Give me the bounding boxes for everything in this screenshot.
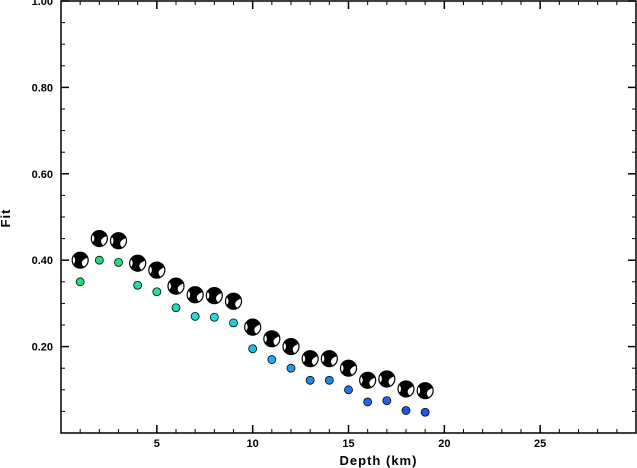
mechanism-beachball — [416, 382, 434, 400]
beachball-outline — [282, 338, 300, 356]
mechanism-beachball — [378, 370, 396, 388]
fit-point — [171, 303, 181, 313]
mechanism-beachball — [301, 350, 319, 368]
beachball-outline — [339, 359, 358, 377]
beachball-outline — [224, 292, 243, 310]
beachball-outline — [301, 350, 319, 368]
y-tick-label: 0.80 — [32, 82, 53, 94]
y-tick-label: 0.20 — [32, 342, 53, 354]
mechanism-beachball — [148, 261, 166, 279]
fit-point — [363, 397, 373, 407]
fit-point — [94, 255, 104, 265]
fit-point — [267, 355, 277, 364]
mechanism-beachball — [205, 287, 223, 305]
mechanism-beachball — [282, 338, 300, 356]
mechanism-beachball — [167, 277, 185, 295]
beachball-outline — [205, 287, 223, 305]
beachball-outline — [378, 370, 396, 388]
beachball-outline — [186, 286, 204, 304]
y-tick-label: 0.40 — [32, 255, 53, 267]
beachball-outline — [129, 254, 147, 272]
mechanism-beachball — [339, 359, 358, 377]
mechanism-beachball — [90, 230, 108, 248]
x-tick-label: 10 — [247, 438, 259, 450]
beachball-outline — [359, 371, 377, 389]
fit-point — [248, 344, 258, 354]
fit-point — [401, 406, 411, 415]
beachball-outline — [90, 230, 108, 248]
fit-point — [152, 287, 162, 297]
fit-point — [305, 375, 315, 385]
mechanism-beachball — [224, 292, 243, 310]
beachball-outline — [397, 380, 415, 398]
fit-point — [324, 375, 334, 385]
minor-ticks — [61, 1, 636, 433]
fit-point — [229, 318, 238, 328]
x-tick-label: 25 — [534, 438, 546, 450]
mechanism-beachball — [359, 371, 377, 389]
fit-point — [420, 407, 430, 417]
mechanism-beachball — [109, 232, 128, 250]
mechanism-beachball — [129, 254, 147, 272]
y-axis-label: Fit — [0, 209, 13, 228]
beachball-outline — [244, 318, 262, 336]
beachball-outline — [167, 277, 185, 295]
beachball-outline — [416, 382, 434, 400]
fit-point — [382, 396, 392, 406]
beachball-outline — [263, 330, 281, 348]
x-tick-label: 15 — [342, 438, 354, 450]
beachball-outline — [109, 232, 128, 250]
beachball-outline — [148, 261, 166, 279]
fit-point — [114, 257, 123, 267]
mechanism-beachball — [244, 318, 262, 336]
mechanism-beachball — [71, 251, 89, 269]
fit-point — [344, 385, 353, 395]
y-tick-label: 1.00 — [32, 0, 53, 8]
x-tick-label: 20 — [438, 438, 450, 450]
beachball-outline — [320, 350, 338, 368]
fit-point — [133, 280, 143, 290]
fit-point — [75, 277, 85, 287]
fit-point — [190, 311, 200, 321]
fit-point — [286, 363, 296, 373]
x-axis-label: Depth (km) — [340, 453, 418, 468]
mechanism-beachball — [186, 286, 204, 304]
y-tick-label: 0.60 — [32, 169, 53, 181]
fit-point — [209, 312, 219, 322]
mechanism-beachball — [397, 380, 415, 398]
x-tick-label: 5 — [154, 438, 160, 450]
mechanism-beachball — [263, 330, 281, 348]
beachball-outline — [71, 251, 89, 269]
mechanism-beachball — [320, 350, 338, 368]
